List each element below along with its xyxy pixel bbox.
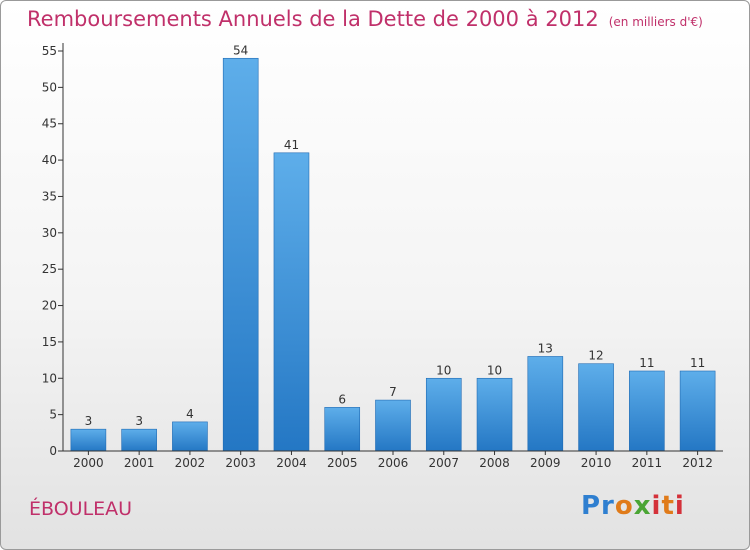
proxiti-logo: Proxiti — [581, 491, 685, 521]
bar-value-label: 6 — [338, 392, 346, 406]
y-tick-label: 35 — [42, 189, 57, 203]
bars: 3 3 4 54 41 6 7 10 10 13 12 11 11 — [70, 43, 716, 452]
y-tick-label: 50 — [42, 80, 57, 94]
x-tick-label: 2011 — [632, 456, 663, 470]
x-tick-label: 2010 — [581, 456, 612, 470]
logo-part-4: i — [651, 491, 662, 521]
x-tick-label: 2004 — [276, 456, 307, 470]
bar-value-label: 11 — [639, 356, 654, 370]
bar — [476, 377, 513, 452]
y-axis: 0 5 10 15 20 25 30 35 40 45 50 55 — [42, 43, 64, 458]
bar — [425, 377, 462, 452]
bar — [121, 428, 157, 452]
bar-value-label: 4 — [186, 407, 194, 421]
logo-part-6: i — [674, 491, 685, 521]
bar-value-label: 11 — [690, 356, 705, 370]
x-tick-label: 2002 — [175, 456, 206, 470]
bar-value-label: 54 — [233, 43, 248, 57]
bar-value-label: 3 — [135, 414, 143, 428]
x-tick-label: 2006 — [378, 456, 409, 470]
y-tick-label: 10 — [42, 371, 57, 385]
bar — [578, 363, 614, 452]
x-axis: 2000 2001 2002 2003 2004 2005 2006 2007 2008 2009… — [63, 450, 723, 470]
town-name: ÉBOULEAU — [29, 498, 133, 520]
bar — [679, 370, 716, 452]
x-tick-label: 2003 — [225, 456, 256, 470]
bar-value-label: 7 — [389, 385, 397, 399]
y-tick-label: 15 — [42, 335, 57, 349]
bar — [629, 370, 665, 452]
logo-part-2: o — [614, 491, 634, 521]
logo-part-1: Pr — [581, 491, 615, 521]
y-tick-label: 25 — [42, 262, 57, 276]
y-tick-label: 45 — [42, 117, 57, 131]
bar — [172, 421, 208, 452]
bar-value-label: 10 — [487, 363, 502, 377]
x-tick-label: 2005 — [327, 456, 358, 470]
chart-title: Remboursements Annuels de la Dette de 20… — [27, 7, 703, 31]
bar — [222, 57, 259, 452]
x-tick-label: 2000 — [73, 456, 104, 470]
x-tick-label: 2008 — [479, 456, 510, 470]
bar-value-label: 41 — [284, 138, 299, 152]
x-tick-label: 2009 — [530, 456, 561, 470]
bar-value-label: 13 — [538, 341, 553, 355]
bar-value-label: 12 — [588, 349, 603, 363]
y-tick-label: 5 — [49, 408, 57, 422]
y-tick-label: 20 — [42, 299, 57, 313]
bar — [70, 428, 107, 452]
y-tick-label: 30 — [42, 226, 57, 240]
logo-part-5: t — [661, 491, 675, 521]
x-tick-label: 2012 — [682, 456, 713, 470]
bar — [273, 152, 310, 452]
bar-value-label: 3 — [85, 414, 93, 428]
y-tick-label: 0 — [49, 444, 57, 458]
logo-part-3: x — [633, 491, 652, 521]
chart-unit: (en milliers d'€) — [608, 15, 703, 29]
y-tick-label: 40 — [42, 153, 57, 167]
x-tick-label: 2007 — [428, 456, 459, 470]
x-tick-label: 2001 — [124, 456, 155, 470]
bar — [527, 356, 564, 452]
bar — [375, 399, 411, 452]
y-tick-label: 55 — [42, 44, 57, 58]
bar-value-label: 10 — [436, 363, 451, 377]
bar — [324, 407, 361, 452]
chart-title-text: Remboursements Annuels de la Dette de 20… — [27, 7, 599, 31]
